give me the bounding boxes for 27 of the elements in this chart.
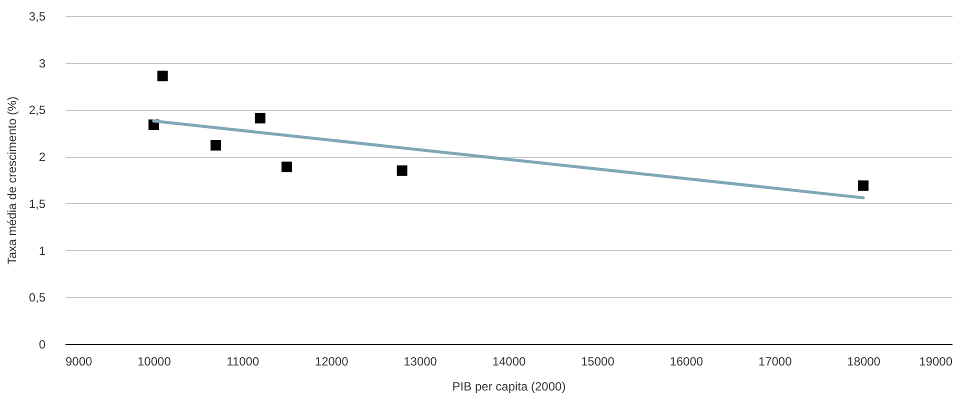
x-tick-label: 15000: [581, 354, 615, 368]
x-tick-label: 19000: [919, 354, 953, 368]
point: [282, 162, 292, 172]
x-tick-label: 10000: [138, 354, 172, 368]
y-tick-label: 3: [38, 56, 46, 70]
y-tick-label: 2: [38, 150, 46, 164]
point: [157, 70, 168, 82]
x-tick-label: 13000: [404, 354, 438, 368]
x-axis-title: PIB per capita (2000): [452, 380, 566, 394]
x-tick-label: 14000: [492, 354, 526, 368]
x-tick-label: 11000: [226, 354, 260, 368]
point: [254, 112, 266, 124]
y-tick-label: 0,5: [28, 290, 46, 305]
point: [858, 180, 869, 191]
point: [396, 165, 408, 176]
x-tick-label: 18000: [847, 354, 881, 368]
y-tick-label: 2,5: [28, 103, 46, 118]
y-tick-label: 1: [38, 244, 46, 258]
x-tick-label: 9000: [66, 354, 93, 368]
x-tick-label: 16000: [670, 354, 704, 368]
y-tick-label: 1,5: [28, 196, 46, 211]
x-tick-label: 12000: [314, 354, 349, 368]
y-axis-title: Taxa média de crescimento (%): [4, 96, 19, 265]
point: [210, 140, 222, 151]
y-tick-label: 0: [38, 338, 46, 352]
y-tick-label: 3,5: [28, 10, 46, 24]
x-tick-label: 17000: [758, 354, 792, 368]
